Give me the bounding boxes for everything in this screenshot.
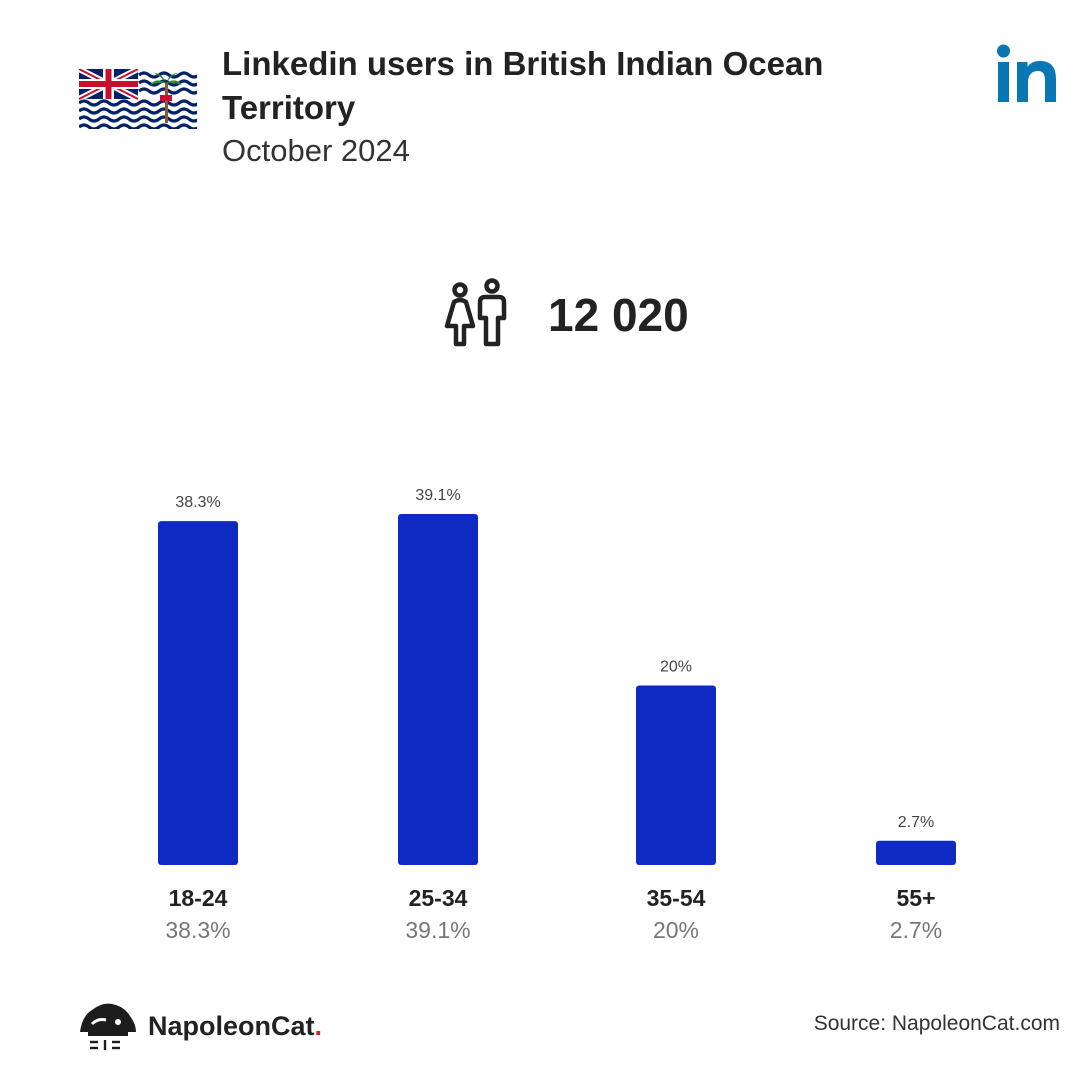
category-label: 25-34	[409, 885, 468, 911]
bar-value-label: 38.3%	[175, 494, 220, 511]
brand-dot: .	[314, 1010, 323, 1041]
linkedin-logo	[997, 44, 1056, 102]
bar-25-34	[398, 514, 478, 865]
bar-value-label: 2.7%	[898, 814, 934, 831]
napoleoncat-logo	[80, 1003, 136, 1050]
british-indian-ocean-territory-flag	[79, 69, 197, 129]
category-percent-label: 38.3%	[165, 917, 230, 943]
bar-55+	[876, 840, 956, 865]
chart-subtitle: October 2024	[222, 133, 410, 168]
category-percent-label: 39.1%	[405, 917, 470, 943]
category-percent-label: 2.7%	[890, 917, 942, 943]
total-users-block: 12 020	[440, 278, 689, 352]
category-label: 35-54	[647, 885, 706, 911]
category-label: 55+	[896, 885, 935, 911]
brand-name: NapoleonCat	[148, 1010, 315, 1041]
napoleoncat-brand: NapoleonCat.	[78, 998, 322, 1054]
bar-35-54	[636, 685, 716, 865]
chart-title: Linkedin users in British Indian Ocean T…	[222, 45, 824, 126]
age-distribution-bar-chart: 38.3% 18-24 38.3% 39.1% 25-34 39.1% 20% 35-54 20…	[158, 487, 956, 943]
bar-value-label: 20%	[660, 658, 692, 675]
category-label: 18-24	[169, 885, 228, 911]
total-users-value: 12 020	[548, 289, 689, 341]
category-percent-label: 20%	[653, 917, 699, 943]
source-text: Source: NapoleonCat.com	[813, 1012, 1060, 1035]
bar-value-label: 39.1%	[415, 487, 460, 504]
bar-18-24	[158, 521, 238, 865]
people-icon	[444, 278, 507, 347]
